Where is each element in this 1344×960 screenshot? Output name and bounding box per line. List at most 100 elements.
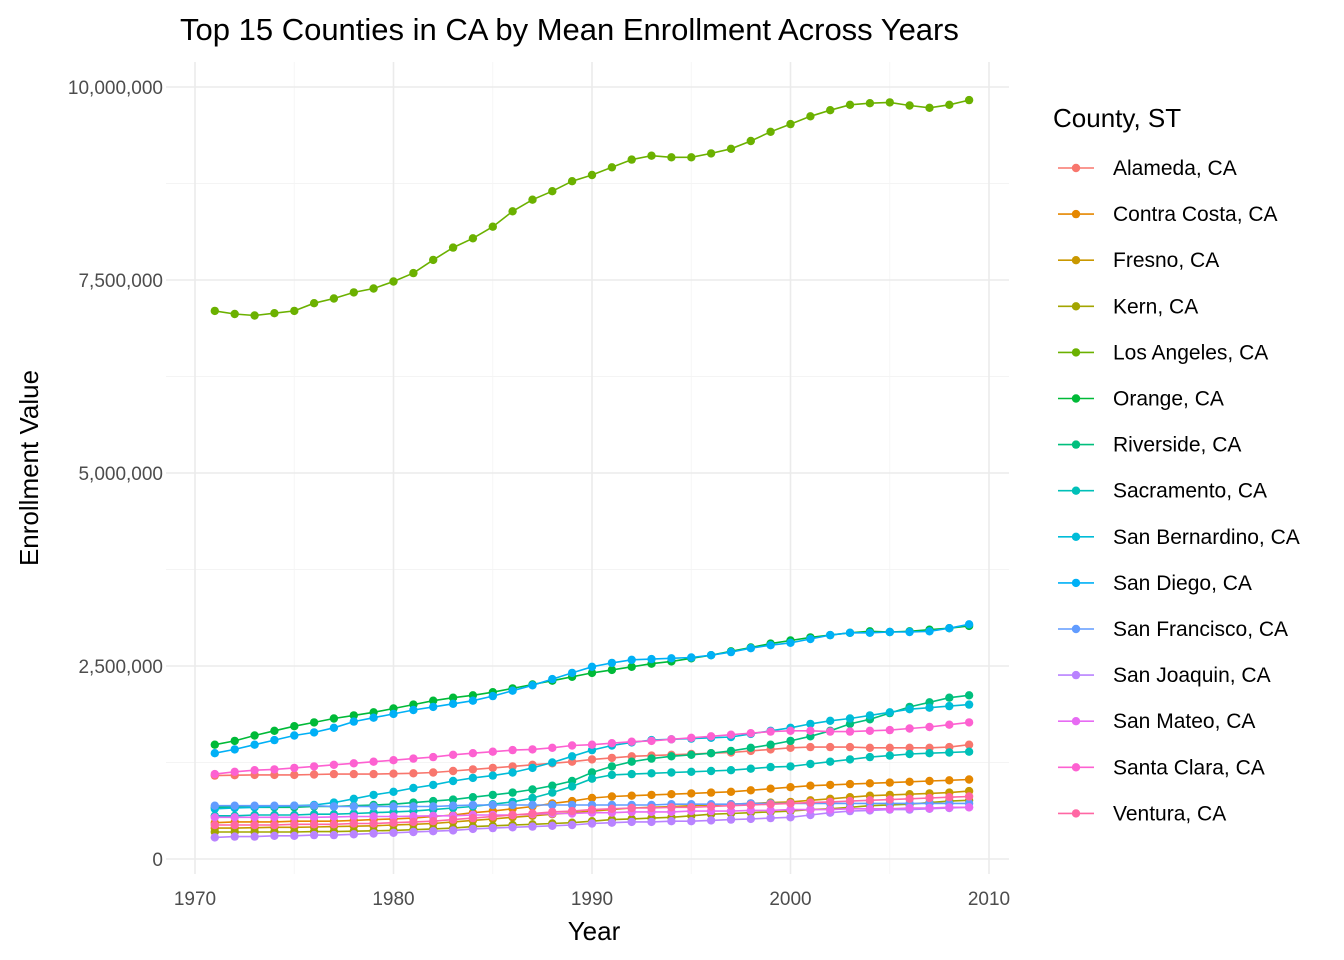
data-point [687, 789, 696, 798]
data-point [369, 769, 378, 779]
data-point [329, 820, 339, 829]
legend-item: Riverside, CA [1058, 434, 1241, 457]
data-point [488, 800, 497, 810]
x-tick-label: 2000 [769, 889, 811, 910]
data-point [627, 817, 636, 827]
data-point [806, 719, 815, 729]
data-point [369, 284, 378, 293]
data-point [627, 769, 636, 779]
data-point [488, 747, 497, 756]
legend-item: Sacramento, CA [1058, 480, 1267, 503]
data-point [806, 781, 815, 790]
data-point [647, 151, 656, 160]
data-point [746, 644, 755, 653]
data-point [528, 822, 537, 831]
data-point [905, 777, 914, 786]
data-point [587, 774, 597, 783]
data-point [826, 797, 835, 807]
data-point [865, 726, 875, 735]
data-point [587, 740, 597, 749]
data-point [706, 788, 716, 797]
data-point [746, 800, 755, 810]
data-point [250, 820, 259, 830]
legend-item: Alameda, CA [1058, 157, 1237, 180]
data-point [587, 793, 597, 803]
data-point [667, 654, 676, 663]
data-point [945, 803, 954, 812]
data-point [964, 792, 974, 801]
data-point [806, 759, 815, 769]
data-point [945, 748, 954, 757]
data-point [548, 807, 557, 817]
data-point [786, 743, 795, 752]
data-point [786, 726, 795, 735]
data-point [309, 299, 319, 308]
data-point [706, 816, 716, 825]
data-point [230, 736, 239, 746]
legend-label: Orange, CA [1113, 388, 1224, 411]
data-point [647, 817, 656, 827]
legend-item: Los Angeles, CA [1058, 341, 1268, 364]
data-point [369, 802, 378, 811]
data-point [230, 745, 239, 754]
series-ventura-ca [210, 792, 974, 830]
data-point [250, 813, 259, 822]
data-point [429, 780, 438, 790]
data-point [429, 802, 438, 811]
data-point [250, 801, 259, 810]
data-point [409, 754, 418, 763]
data-point [448, 693, 458, 702]
legend-key-point [1071, 486, 1081, 495]
data-point [369, 829, 378, 838]
data-point [925, 749, 934, 758]
data-point [369, 757, 378, 766]
data-point [786, 799, 795, 808]
data-point [389, 802, 398, 811]
data-point [746, 786, 755, 795]
data-point [250, 766, 259, 775]
data-point [468, 234, 478, 243]
data-point [429, 255, 438, 265]
data-point [389, 756, 398, 765]
data-point [329, 812, 339, 822]
data-point [905, 627, 914, 637]
data-point [329, 830, 339, 840]
data-point [766, 784, 775, 793]
data-point [607, 770, 617, 780]
legend-label: San Diego, CA [1113, 572, 1252, 595]
legend-title: County, ST [1053, 103, 1181, 133]
data-point [567, 668, 577, 678]
legend-item: Orange, CA [1058, 388, 1224, 411]
data-point [468, 813, 478, 823]
data-point [548, 821, 557, 830]
data-point [766, 813, 775, 823]
data-point [945, 100, 954, 110]
data-point [329, 760, 339, 769]
data-point [627, 737, 636, 746]
data-point [270, 801, 279, 810]
data-point [429, 827, 438, 836]
data-point [865, 628, 875, 637]
data-point [349, 794, 358, 803]
data-point [488, 691, 497, 701]
data-point [290, 831, 299, 840]
data-point [448, 766, 458, 776]
data-point [309, 820, 319, 829]
data-point [964, 620, 974, 629]
data-point [567, 782, 577, 791]
data-point [389, 769, 398, 778]
data-point [270, 831, 279, 840]
data-point [290, 722, 299, 731]
data-point [865, 711, 875, 720]
data-point [468, 696, 478, 705]
data-point [468, 824, 478, 834]
legend-item: San Francisco, CA [1058, 618, 1288, 641]
y-tick-label: 7,500,000 [78, 271, 163, 292]
data-point [508, 745, 517, 755]
data-point [607, 753, 617, 763]
data-point [468, 773, 478, 783]
data-point [567, 741, 577, 750]
data-point [607, 658, 617, 668]
data-point [309, 728, 319, 737]
grid-lines [166, 62, 1009, 874]
